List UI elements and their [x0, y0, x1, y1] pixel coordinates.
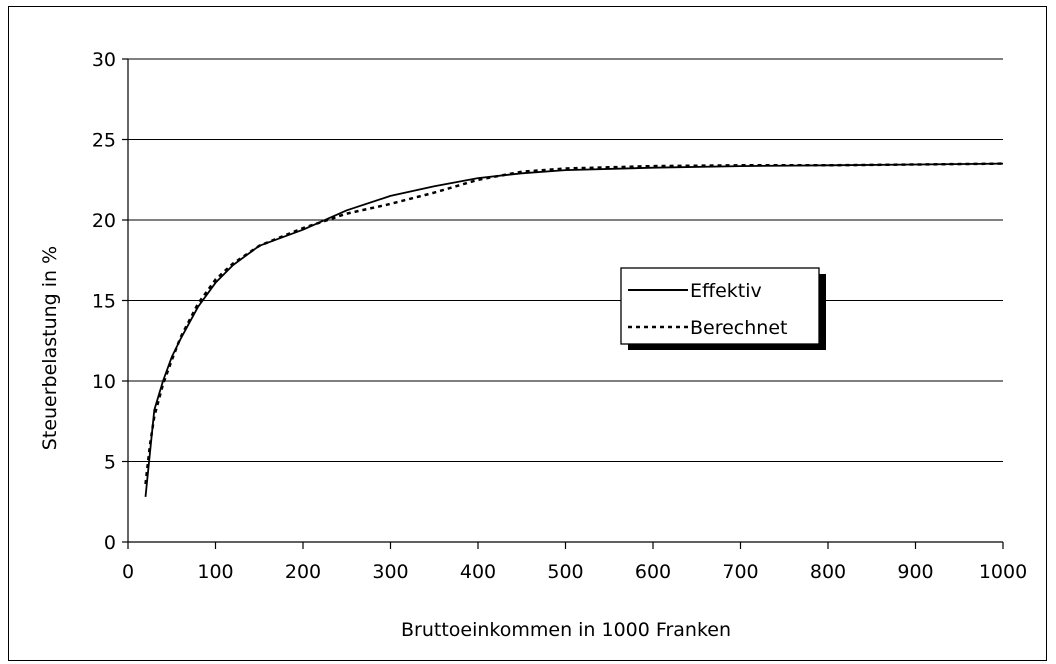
x-tick-label: 300: [372, 561, 408, 583]
y-axis-title: Steuerbelastung in %: [39, 246, 61, 450]
y-tick-label: 5: [104, 452, 116, 474]
x-axis-title: Bruttoeinkommen in 1000 Franken: [401, 619, 731, 641]
x-tick-label: 900: [897, 561, 933, 583]
legend: Effektiv Berechnet: [621, 268, 826, 350]
y-tick-label: 15: [92, 291, 116, 313]
y-tick-label: 0: [104, 532, 116, 554]
series-line-berechnet: [146, 164, 1004, 484]
x-tick-label: 0: [122, 561, 134, 583]
x-tick-label: 1000: [979, 561, 1027, 583]
x-tick-label: 400: [460, 561, 496, 583]
gridlines: [128, 59, 1003, 462]
x-tick-label: 200: [285, 561, 321, 583]
series-line-effektiv: [146, 164, 1004, 497]
x-tick-label: 100: [197, 561, 233, 583]
legend-label-berechnet: Berechnet: [690, 317, 787, 339]
x-tick-label: 800: [810, 561, 846, 583]
x-axis-ticks: 0 100 200 300 400 500 600 700 800 900 1000: [122, 542, 1027, 583]
y-tick-label: 20: [92, 210, 116, 232]
x-tick-label: 700: [722, 561, 758, 583]
y-axis-ticks: 0 5 10 15 20 25 30: [92, 49, 128, 554]
legend-label-effektiv: Effektiv: [690, 280, 762, 302]
y-tick-label: 25: [92, 130, 116, 152]
series-lines: [146, 164, 1004, 497]
y-tick-label: 10: [92, 371, 116, 393]
x-tick-label: 600: [635, 561, 671, 583]
y-tick-label: 30: [92, 49, 116, 71]
x-tick-label: 500: [547, 561, 583, 583]
